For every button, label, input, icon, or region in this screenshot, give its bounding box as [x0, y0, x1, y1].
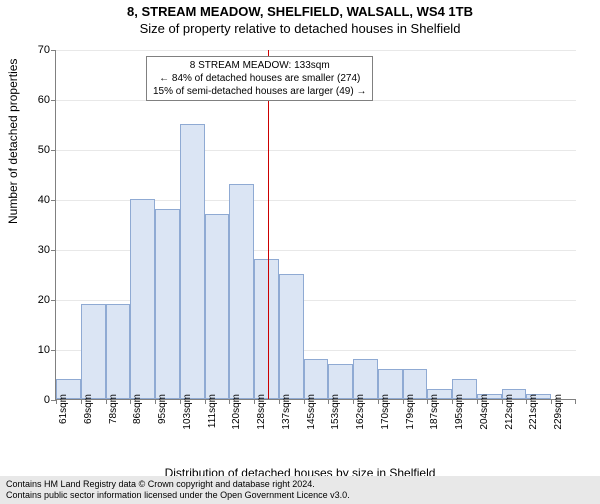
annotation-line: ← 84% of detached houses are smaller (27…	[153, 72, 366, 85]
x-tick	[180, 399, 181, 404]
x-tick	[378, 399, 379, 404]
x-tick-label: 162sqm	[355, 394, 366, 444]
x-tick-label: 69sqm	[83, 394, 94, 444]
y-tick	[51, 300, 56, 301]
y-tick	[51, 250, 56, 251]
x-tick-label: 103sqm	[182, 394, 193, 444]
x-tick-label: 212sqm	[504, 394, 515, 444]
x-tick-label: 111sqm	[207, 394, 218, 444]
y-tick	[51, 50, 56, 51]
x-tick-label: 195sqm	[454, 394, 465, 444]
x-tick	[106, 399, 107, 404]
y-tick-label: 0	[20, 394, 50, 406]
x-tick-label: 229sqm	[553, 394, 564, 444]
gridline	[56, 150, 576, 151]
x-tick	[403, 399, 404, 404]
x-tick-label: 187sqm	[429, 394, 440, 444]
gridline	[56, 50, 576, 51]
x-tick	[279, 399, 280, 404]
y-tick	[51, 100, 56, 101]
y-tick-label: 50	[20, 144, 50, 156]
y-tick	[51, 350, 56, 351]
x-tick-label: 153sqm	[330, 394, 341, 444]
x-tick	[353, 399, 354, 404]
x-tick-label: 179sqm	[405, 394, 416, 444]
x-tick	[56, 399, 57, 404]
histogram-bar	[106, 304, 131, 399]
property-marker-line	[268, 50, 269, 399]
x-tick-label: 61sqm	[58, 394, 69, 444]
histogram-bar	[81, 304, 106, 399]
x-tick	[502, 399, 503, 404]
x-tick-label: 128sqm	[256, 394, 267, 444]
y-tick-label: 20	[20, 294, 50, 306]
x-tick	[205, 399, 206, 404]
page-title: 8, STREAM MEADOW, SHELFIELD, WALSALL, WS…	[0, 4, 600, 19]
x-tick-label: 95sqm	[157, 394, 168, 444]
x-tick	[304, 399, 305, 404]
y-tick	[51, 200, 56, 201]
x-tick-label: 221sqm	[528, 394, 539, 444]
y-tick-label: 10	[20, 344, 50, 356]
x-tick-label: 137sqm	[281, 394, 292, 444]
x-tick	[575, 399, 576, 404]
footer-line-2: Contains public sector information licen…	[6, 490, 594, 501]
x-tick-label: 170sqm	[380, 394, 391, 444]
x-tick	[477, 399, 478, 404]
x-tick	[155, 399, 156, 404]
page-subtitle: Size of property relative to detached ho…	[0, 21, 600, 36]
histogram-bar	[130, 199, 155, 399]
annotation-box: 8 STREAM MEADOW: 133sqm← 84% of detached…	[146, 56, 373, 101]
x-tick-label: 86sqm	[132, 394, 143, 444]
annotation-line: 8 STREAM MEADOW: 133sqm	[153, 59, 366, 72]
histogram-chart: 8 STREAM MEADOW: 133sqm← 84% of detached…	[55, 50, 575, 400]
x-tick-label: 145sqm	[306, 394, 317, 444]
x-tick-label: 204sqm	[479, 394, 490, 444]
annotation-line: 15% of semi-detached houses are larger (…	[153, 85, 366, 98]
histogram-bar	[180, 124, 205, 399]
y-tick-label: 60	[20, 94, 50, 106]
x-tick	[81, 399, 82, 404]
x-tick	[254, 399, 255, 404]
histogram-bar	[155, 209, 180, 399]
y-axis-label: Number of detached properties	[6, 59, 20, 224]
histogram-bar	[353, 359, 378, 399]
histogram-bar	[229, 184, 254, 399]
y-tick-label: 30	[20, 244, 50, 256]
y-tick	[51, 150, 56, 151]
histogram-bar	[254, 259, 279, 399]
footer-line-1: Contains HM Land Registry data © Crown c…	[6, 479, 594, 490]
y-tick-label: 70	[20, 44, 50, 56]
x-tick-label: 120sqm	[231, 394, 242, 444]
histogram-bar	[279, 274, 304, 399]
x-tick-label: 78sqm	[108, 394, 119, 444]
histogram-bar	[205, 214, 230, 399]
y-tick-label: 40	[20, 194, 50, 206]
histogram-bar	[304, 359, 329, 399]
